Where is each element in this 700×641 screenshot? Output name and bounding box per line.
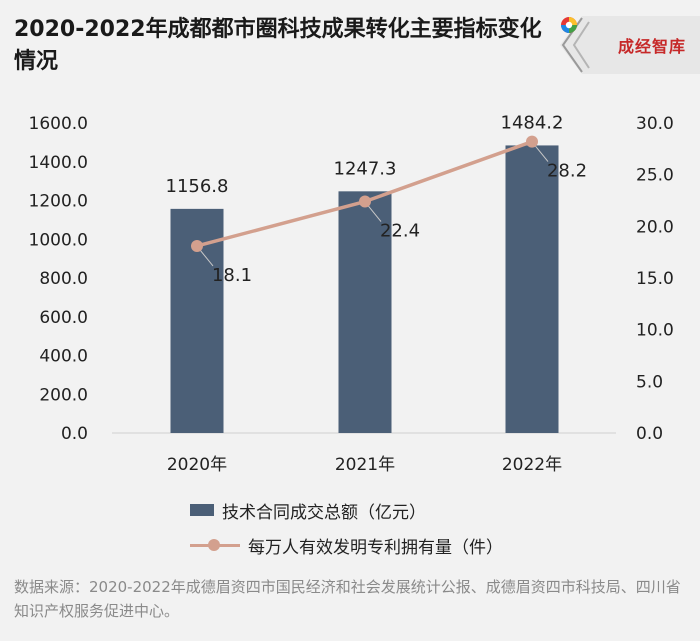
- line-point: [526, 135, 538, 148]
- line-data-label: 22.4: [380, 221, 420, 242]
- y-left-tick-label: 0.0: [61, 424, 88, 444]
- line-point: [359, 195, 371, 208]
- bar-data-label: 1247.3: [334, 158, 397, 179]
- legend-item-line: 每万人有效发明专利拥有量（件）: [190, 532, 503, 558]
- brand-logo-icon: [561, 17, 577, 33]
- y-left-tick-label: 800.0: [39, 269, 88, 289]
- y-right-tick-label: 0.0: [636, 424, 663, 444]
- y-right-tick-label: 25.0: [636, 166, 674, 186]
- brand-badge: 成经智库: [560, 16, 700, 74]
- legend-line-swatch: [190, 538, 240, 552]
- x-tick-label: 2021年: [335, 455, 395, 475]
- leader-line: [199, 249, 214, 267]
- legend-line-label: 每万人有效发明专利拥有量（件）: [248, 537, 503, 558]
- brand-name: 成经智库: [618, 37, 687, 56]
- x-tick-label: 2022年: [502, 455, 562, 475]
- y-left-tick-label: 400.0: [39, 347, 88, 367]
- line-data-label: 28.2: [547, 161, 587, 182]
- y-left-tick-label: 1200.0: [29, 192, 88, 212]
- y-right-tick-label: 30.0: [636, 114, 674, 134]
- line-data-label: 18.1: [212, 265, 252, 286]
- leader-line: [534, 145, 549, 162]
- chart-area: 0.0 200.0 400.0 600.0 800.0 1000.0 1200.0 1400.…: [29, 112, 674, 475]
- y-left-tick-label: 600.0: [39, 308, 88, 328]
- legend-bar-swatch: [190, 504, 214, 516]
- y-left-tick-label: 200.0: [39, 385, 88, 405]
- y-right-tick-label: 15.0: [636, 269, 674, 289]
- line-point: [191, 239, 203, 252]
- leader-line: [367, 205, 382, 222]
- x-tick-label: 2020年: [167, 455, 227, 475]
- legend-item-bar: 技术合同成交总额（亿元）: [190, 497, 426, 523]
- y-left-tick-label: 1400.0: [29, 153, 88, 173]
- y-right-tick-label: 5.0: [636, 372, 663, 392]
- y-right-tick-label: 10.0: [636, 321, 674, 341]
- bar: [338, 191, 392, 433]
- source-note: 数据来源：2020-2022年成德眉资四市国民经济和社会发展统计公报、成德眉资四…: [14, 578, 681, 620]
- y-left-tick-label: 1000.0: [29, 230, 88, 250]
- legend-bar-label: 技术合同成交总额（亿元）: [222, 502, 426, 523]
- y-left-tick-label: 1600.0: [29, 114, 88, 134]
- chart-title: 2020-2022年成都都市圈科技成果转化主要指标变化情况: [14, 17, 542, 74]
- y-right-tick-label: 20.0: [636, 217, 674, 237]
- bar-data-label: 1484.2: [501, 112, 564, 133]
- bar: [505, 145, 559, 433]
- bar-data-label: 1156.8: [166, 176, 229, 197]
